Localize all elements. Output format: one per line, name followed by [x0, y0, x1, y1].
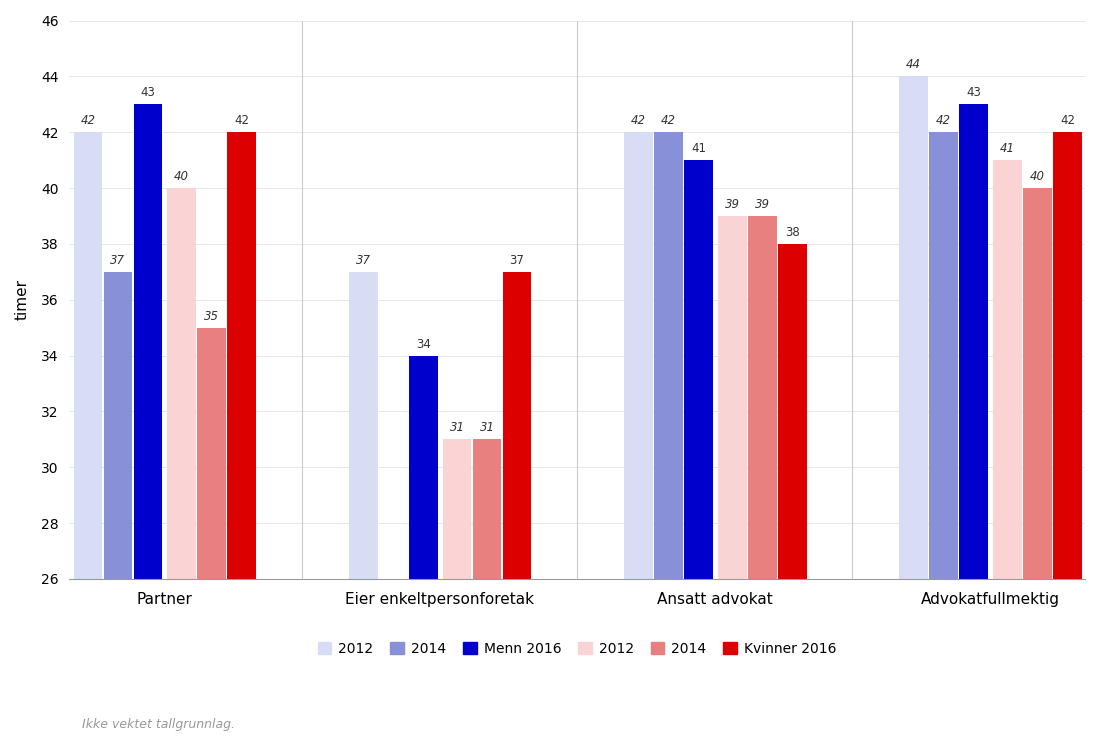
- Text: 39: 39: [755, 198, 770, 211]
- Bar: [197, 327, 227, 579]
- Text: 42: 42: [661, 114, 675, 127]
- Bar: [899, 76, 928, 579]
- Text: Ikke vektet tallgrunnlag.: Ikke vektet tallgrunnlag.: [82, 718, 235, 731]
- Bar: [228, 132, 256, 579]
- Bar: [133, 104, 163, 579]
- Text: 38: 38: [785, 226, 800, 239]
- Bar: [778, 244, 806, 579]
- Text: 42: 42: [234, 114, 250, 127]
- Text: 37: 37: [509, 254, 525, 267]
- Text: 37: 37: [355, 254, 371, 267]
- Bar: [993, 160, 1022, 579]
- Text: 43: 43: [141, 87, 155, 99]
- Bar: [930, 132, 958, 579]
- Text: 42: 42: [936, 114, 952, 127]
- Text: 42: 42: [80, 114, 96, 127]
- Bar: [409, 356, 438, 579]
- Text: 31: 31: [450, 421, 464, 434]
- Text: 42: 42: [631, 114, 646, 127]
- Bar: [349, 272, 377, 579]
- Text: 41: 41: [1000, 142, 1015, 155]
- Bar: [718, 216, 747, 579]
- Text: 34: 34: [416, 337, 430, 351]
- Bar: [74, 132, 102, 579]
- Bar: [624, 132, 652, 579]
- Text: 31: 31: [480, 421, 495, 434]
- Bar: [1023, 188, 1052, 579]
- Text: 43: 43: [966, 87, 981, 99]
- Text: 39: 39: [725, 198, 739, 211]
- Bar: [654, 132, 683, 579]
- Bar: [748, 216, 777, 579]
- Bar: [684, 160, 713, 579]
- Legend: 2012, 2014, Menn 2016, 2012, 2014, Kvinner 2016: 2012, 2014, Menn 2016, 2012, 2014, Kvinn…: [312, 636, 843, 661]
- Text: 37: 37: [110, 254, 125, 267]
- Text: 40: 40: [174, 170, 189, 183]
- Bar: [959, 104, 988, 579]
- Text: 40: 40: [1030, 170, 1045, 183]
- Bar: [103, 272, 132, 579]
- Y-axis label: timer: timer: [15, 279, 30, 320]
- Bar: [442, 439, 472, 579]
- Text: 41: 41: [691, 142, 706, 155]
- Text: 35: 35: [205, 310, 219, 322]
- Text: 44: 44: [906, 58, 921, 72]
- Bar: [503, 272, 531, 579]
- Bar: [473, 439, 502, 579]
- Bar: [167, 188, 196, 579]
- Bar: [1053, 132, 1082, 579]
- Text: 42: 42: [1060, 114, 1075, 127]
